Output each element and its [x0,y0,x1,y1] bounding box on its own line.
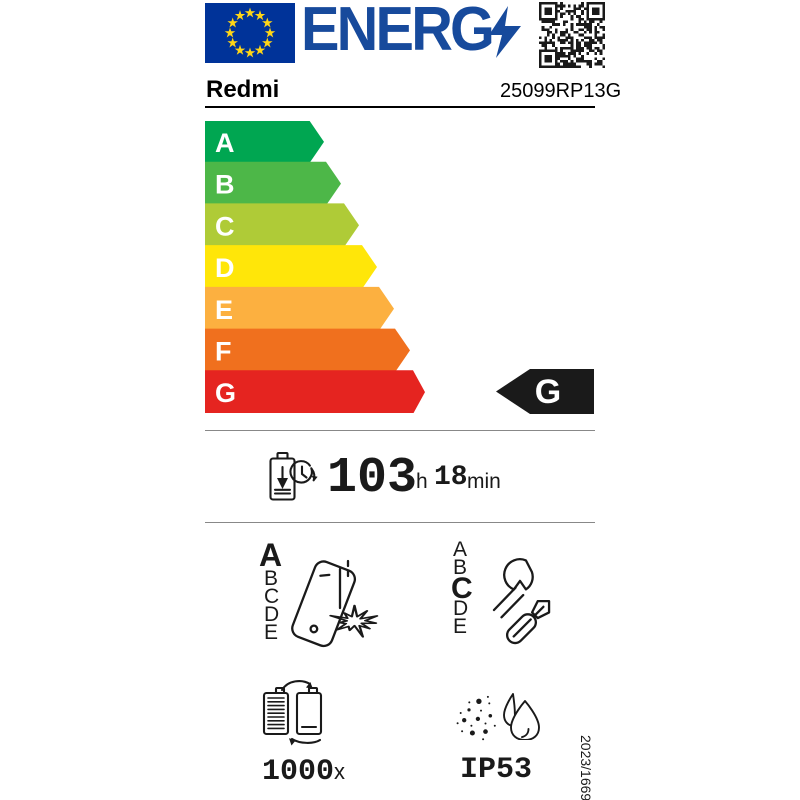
svg-text:C: C [215,211,235,241]
svg-text:D: D [215,253,235,283]
svg-text:G: G [215,378,236,408]
svg-text:G: G [535,373,561,411]
svg-text:E: E [215,295,233,325]
svg-text:A: A [215,128,235,158]
svg-text:B: B [215,170,235,200]
svg-text:F: F [215,337,232,367]
